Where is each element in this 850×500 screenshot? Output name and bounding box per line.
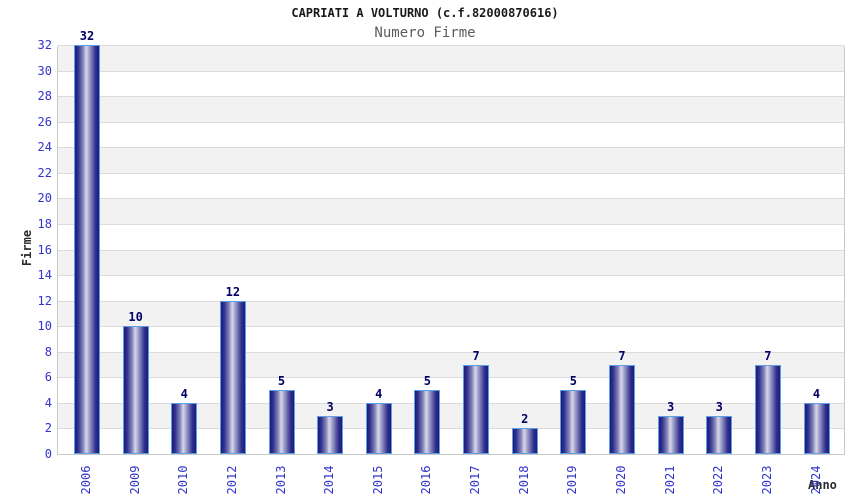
chart-title: CAPRIATI A VOLTURNO (c.f.82000870616) [291, 6, 559, 20]
bar-2023 [754, 364, 781, 454]
bar-value-label: 7 [472, 348, 480, 363]
background-band [58, 326, 844, 352]
bar-2016 [414, 390, 441, 454]
bar-value-label: 4 [375, 386, 383, 401]
bar-2006 [74, 45, 100, 454]
bar-value-label: 3 [326, 399, 334, 414]
bar-value-label: 4 [180, 386, 188, 401]
y-tick-label: 22 [37, 165, 52, 180]
y-tick-label: 8 [44, 344, 52, 359]
bar-2020 [608, 364, 635, 454]
background-band [58, 172, 844, 199]
background-band [58, 70, 844, 97]
background-band [58, 45, 844, 71]
bar-2012 [219, 300, 246, 454]
bar-2021 [657, 415, 684, 454]
background-band [58, 198, 844, 224]
bar-value-label: 32 [79, 29, 95, 43]
bar-2024 [803, 402, 830, 454]
y-tick-label: 4 [44, 395, 52, 410]
x-tick-label: 2015 [370, 465, 385, 495]
x-axis-title: Anno [808, 478, 837, 492]
y-tick-label: 32 [37, 38, 52, 52]
x-tick-label: 2018 [516, 465, 531, 495]
bar-2019 [560, 390, 587, 454]
x-tick-label: 2006 [79, 465, 93, 495]
y-tick-label: 20 [37, 191, 52, 206]
bar-value-label: 3 [715, 399, 723, 414]
bar-value-label: 7 [764, 348, 772, 363]
x-tick-label: 2020 [613, 465, 628, 495]
bar-2014 [317, 415, 344, 454]
bar-2015 [365, 402, 392, 454]
bar-2017 [463, 364, 490, 454]
y-tick-label: 18 [37, 216, 52, 231]
x-tick-label: 2017 [468, 465, 483, 495]
background-band [58, 300, 844, 327]
bar-value-label: 12 [225, 284, 241, 299]
background-band [58, 351, 844, 378]
y-tick-label: 6 [44, 370, 52, 385]
bar-value-label: 5 [569, 374, 577, 389]
bar-value-label: 5 [277, 374, 286, 389]
x-tick-label: 2010 [176, 465, 191, 495]
bar-2010 [171, 402, 198, 454]
background-band [58, 275, 844, 301]
y-tick-label: 28 [37, 89, 52, 104]
bar-2009 [122, 326, 149, 454]
y-tick-label: 10 [37, 319, 52, 334]
y-tick-label: 30 [37, 63, 52, 78]
background-band [58, 121, 844, 148]
chart-subtitle: Numero Firme [374, 25, 476, 41]
x-tick-label: 2016 [419, 465, 434, 495]
x-tick-label: 2009 [127, 465, 142, 495]
y-tick-label: 12 [37, 293, 52, 308]
y-tick-label: 2 [44, 421, 52, 436]
x-tick-label: 2022 [711, 465, 726, 495]
bar-2022 [706, 415, 733, 454]
bar-value-label: 7 [618, 348, 626, 363]
x-tick-label: 2012 [224, 465, 239, 495]
bar-2018 [511, 428, 538, 454]
bar-value-label: 4 [812, 386, 821, 401]
background-band [58, 377, 844, 403]
x-tick-label: 2013 [273, 465, 288, 495]
x-tick-label: 2021 [662, 465, 677, 495]
bar-value-label: 2 [521, 412, 529, 427]
background-band [58, 147, 844, 173]
background-band [58, 249, 844, 276]
y-tick-label: 14 [37, 268, 52, 283]
plot-area: 32 10 4 12 5 3 4 5 7 2 5 7 3 3 7 4 [57, 29, 845, 455]
y-tick-label: 16 [37, 242, 52, 257]
x-tick-label: 2014 [322, 465, 337, 495]
bar-value-label: 10 [128, 310, 143, 325]
y-tick-label: 26 [37, 114, 52, 129]
x-tick-label: 2024 [808, 465, 823, 495]
bar-2013 [268, 390, 295, 454]
x-tick-label: 2023 [759, 465, 774, 495]
y-tick-label: 0 [44, 447, 52, 461]
background-band [58, 96, 844, 122]
x-tick-label: 2019 [565, 465, 580, 495]
bar-value-label: 3 [666, 399, 675, 414]
bar-value-label: 5 [423, 374, 432, 389]
y-tick-label: 24 [37, 140, 52, 155]
background-band [58, 223, 844, 250]
